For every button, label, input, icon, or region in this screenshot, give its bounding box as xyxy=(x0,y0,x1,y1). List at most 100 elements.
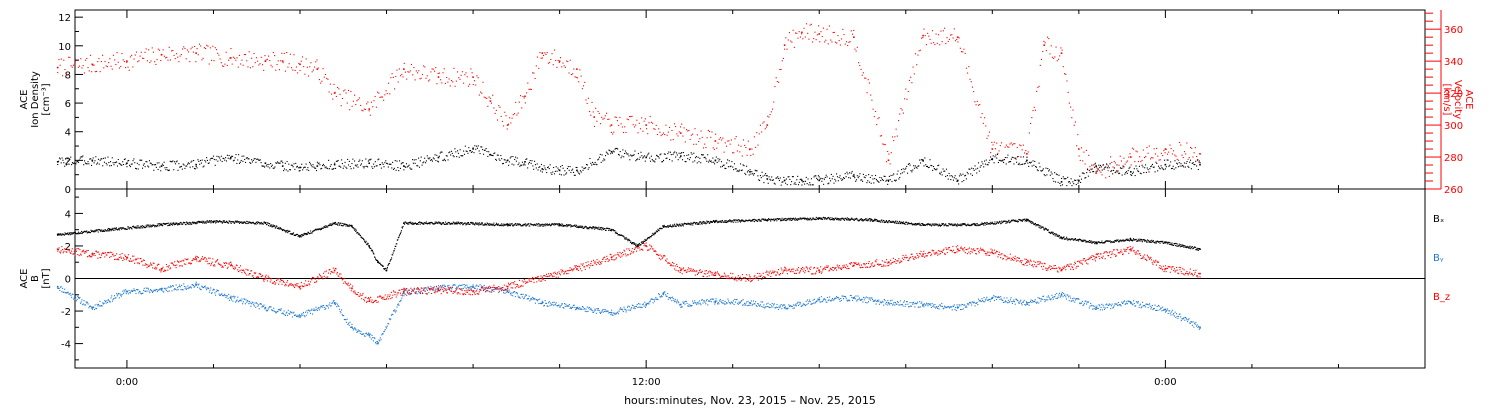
density-trace-point xyxy=(829,177,831,179)
density-trace-point xyxy=(745,174,747,176)
by-trace-point xyxy=(911,302,913,304)
by-trace-point xyxy=(180,289,182,291)
by-trace-point xyxy=(617,311,619,313)
by-trace-point xyxy=(104,301,107,303)
density-trace-point xyxy=(156,162,158,164)
density-trace-point xyxy=(112,162,114,164)
bz-trace-point xyxy=(333,272,335,274)
velocity-trace-point xyxy=(414,79,416,81)
velocity-trace-point xyxy=(421,74,423,76)
density-trace-point xyxy=(133,158,135,160)
density-trace-point xyxy=(432,157,434,159)
by-trace-point xyxy=(147,288,149,290)
by-trace-point xyxy=(804,304,806,306)
velocity-trace-point xyxy=(1050,45,1052,47)
by-trace-point xyxy=(84,304,86,306)
density-trace-point xyxy=(328,159,330,161)
density-trace-point xyxy=(871,175,873,177)
by-trace-point xyxy=(959,305,961,307)
velocity-trace-point xyxy=(867,79,869,81)
velocity-trace-point xyxy=(855,50,857,52)
velocity-trace-point xyxy=(1039,64,1041,66)
velocity-trace-point xyxy=(83,72,85,74)
velocity-trace-point xyxy=(797,37,799,39)
bz-trace-point xyxy=(573,268,575,270)
by-trace-point xyxy=(403,295,405,297)
density-trace-point xyxy=(375,165,377,167)
by-trace-point xyxy=(629,306,631,308)
velocity-trace-point xyxy=(1062,66,1064,68)
velocity-trace-point xyxy=(183,46,185,48)
bz-trace-point xyxy=(517,285,519,287)
by-trace-point xyxy=(676,299,678,301)
velocity-trace-point xyxy=(254,62,256,64)
density-trace-point xyxy=(643,156,645,158)
by-trace-point xyxy=(716,300,718,302)
by-trace-point xyxy=(1071,300,1073,302)
by-trace-point xyxy=(1164,311,1166,313)
density-trace-point xyxy=(491,154,493,156)
by-trace-point xyxy=(278,309,280,311)
velocity-trace-point xyxy=(635,124,637,126)
density-trace-point xyxy=(170,161,172,163)
by-trace-point xyxy=(757,302,759,305)
by-trace-point xyxy=(913,303,915,305)
velocity-trace-point xyxy=(516,114,518,116)
by-trace-point xyxy=(1137,301,1139,303)
bz-trace-point xyxy=(293,286,296,289)
density-trace-point xyxy=(735,168,737,170)
bz-trace-point xyxy=(341,277,343,279)
velocity-trace-point xyxy=(251,57,253,59)
bz-trace-point xyxy=(509,284,511,286)
bz-trace-point xyxy=(570,269,572,271)
by-trace-point xyxy=(669,298,671,300)
density-trace-point xyxy=(712,157,714,159)
by-trace-point xyxy=(644,301,646,303)
velocity-trace-point xyxy=(586,102,588,104)
by-trace-point xyxy=(1179,313,1181,315)
velocity-trace-point xyxy=(1011,144,1013,146)
by-trace-point xyxy=(658,293,660,295)
velocity-trace-point xyxy=(375,106,377,108)
density-trace-point xyxy=(1063,178,1065,180)
by-trace-point xyxy=(329,302,331,304)
bz-trace-point xyxy=(279,281,281,283)
velocity-trace-point xyxy=(547,62,549,64)
by-trace-point xyxy=(424,287,426,289)
velocity-trace-point xyxy=(289,53,291,55)
by-trace-point xyxy=(369,336,371,338)
by-trace-point xyxy=(456,287,458,289)
density-trace-point xyxy=(641,155,643,157)
bz-trace-point xyxy=(287,280,289,282)
bz-point xyxy=(956,248,959,251)
by-trace-point xyxy=(330,305,332,307)
by-trace-point xyxy=(93,306,95,309)
by-trace-point xyxy=(149,291,151,294)
density-trace-point xyxy=(1070,178,1072,180)
velocity-trace-point xyxy=(527,82,529,84)
density-trace-point xyxy=(341,159,343,161)
by-trace-point xyxy=(611,309,613,311)
density-trace-point xyxy=(280,160,282,162)
density-trace-point xyxy=(484,149,486,151)
velocity-point xyxy=(229,57,232,59)
velocity-trace-point xyxy=(395,75,397,78)
velocity-trace-point xyxy=(750,154,752,157)
density-trace-point xyxy=(163,161,165,163)
by-trace-point xyxy=(443,284,445,286)
velocity-trace-point xyxy=(795,32,797,34)
density-trace-point xyxy=(88,163,90,165)
by-trace-point xyxy=(1143,304,1145,306)
density-trace-point xyxy=(964,175,966,177)
bz-trace-point xyxy=(93,253,95,255)
velocity-trace-point xyxy=(601,116,603,118)
by-trace-point xyxy=(824,299,827,301)
velocity-trace-point xyxy=(58,58,60,61)
bz-trace-point xyxy=(159,269,161,271)
density-trace-point xyxy=(784,182,787,184)
velocity-trace-point xyxy=(801,33,803,35)
bz-trace-point xyxy=(553,275,555,277)
density-trace-point xyxy=(982,163,984,165)
bz-trace-point xyxy=(201,256,203,258)
density-trace-point xyxy=(526,158,528,160)
